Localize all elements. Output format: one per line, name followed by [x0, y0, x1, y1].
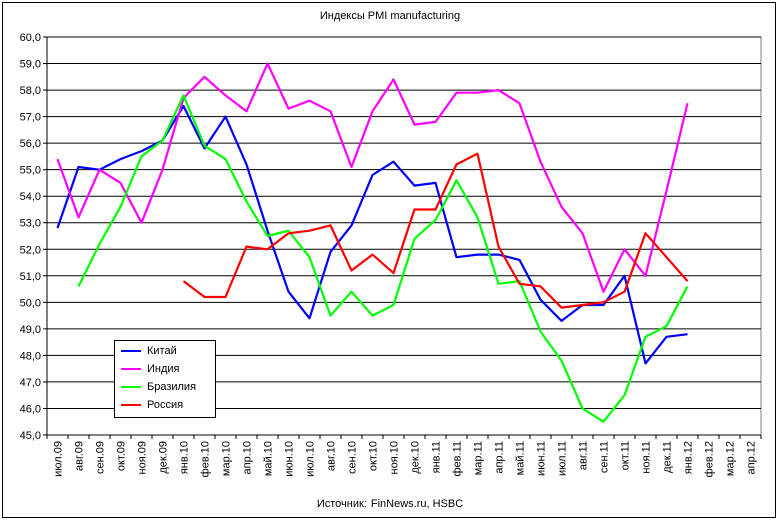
x-tick-label: апр.12 [746, 441, 758, 474]
x-tick-label: май.11 [515, 441, 527, 475]
x-tick-label: ноя.10 [389, 441, 401, 474]
y-tick-label: 48,0 [20, 350, 41, 362]
x-tick-label: июн.10 [284, 441, 296, 477]
x-tick-label: дек.11 [662, 441, 674, 473]
legend-label: Китай [147, 345, 177, 357]
y-tick-label: 59,0 [20, 59, 41, 71]
series-russia-line [182, 152, 689, 309]
x-tick-label: янв.12 [683, 441, 695, 474]
y-tick-label: 50,0 [20, 297, 41, 309]
legend-swatch [121, 350, 141, 353]
y-tick-label: 54,0 [20, 191, 41, 203]
legend-label: Россия [147, 399, 184, 411]
legend-label: Бразилия [147, 381, 197, 393]
x-tick-label: янв.11 [431, 441, 443, 473]
chart-title: Индексы PMI manufacturing [319, 10, 461, 22]
x-tick-label: авг.11 [578, 441, 590, 470]
chart-source: Источник: FinNews.ru, HSBC [0, 498, 780, 510]
x-tick-label: апр.10 [242, 441, 254, 474]
x-tick-label: окт.10 [368, 441, 380, 471]
x-tick-label: янв.10 [179, 441, 191, 474]
y-tick-label: 57,0 [20, 112, 41, 124]
x-tick-label: сен.11 [599, 441, 611, 473]
x-tick-label: ноя.09 [137, 441, 149, 474]
series-india-line [56, 62, 689, 293]
y-tick-label: 52,0 [20, 244, 41, 256]
x-tick-label: дек.10 [410, 441, 422, 474]
x-tick-label: апр.11 [494, 441, 506, 474]
x-tick-label: ноя.11 [641, 441, 653, 474]
x-tick-label: июл.10 [305, 441, 317, 477]
x-tick-label: июл.11 [557, 441, 569, 476]
series-lines [56, 62, 689, 423]
legend-swatch [121, 386, 141, 389]
x-tick-label: окт.09 [116, 441, 128, 471]
legend-label: Индия [147, 363, 180, 375]
x-tick-label: дек.09 [158, 441, 170, 474]
x-tick-label: окт.11 [620, 441, 632, 470]
x-tick-label: фев.10 [200, 441, 212, 477]
source-label: Источник: [316, 498, 367, 510]
y-tick-label: 55,0 [20, 165, 41, 177]
y-tick-label: 53,0 [20, 218, 41, 230]
y-tick-label: 56,0 [20, 138, 41, 150]
x-tick-label: мар.11 [473, 441, 485, 475]
x-tick-label: сен.10 [347, 441, 359, 474]
x-tick-label: фев.11 [452, 441, 464, 477]
x-axis: июл.09 авг.09 сен.09 окт.09 ноя.09 дек.09 янв.… [46, 434, 762, 477]
x-tick-label: авг.10 [326, 441, 338, 471]
legend-item-brazil: Бразилия [121, 379, 196, 395]
y-tick-label: 47,0 [20, 377, 41, 389]
x-tick-label: авг.09 [74, 441, 86, 471]
y-axis: 45,0 46,0 47,0 48,0 49,0 50,0 51,0 52,0 53,0 54,0… [20, 32, 48, 442]
y-tick-label: 49,0 [20, 324, 41, 336]
x-tick-label: фев.12 [704, 441, 716, 477]
series-brazil-line [77, 94, 689, 423]
legend-swatch [121, 404, 141, 407]
x-tick-label: июн.11 [536, 441, 548, 476]
y-tick-label: 45,0 [20, 430, 41, 442]
source-value: FinNews.ru, HSBC [370, 498, 464, 510]
y-tick-label: 60,0 [20, 32, 41, 44]
legend-item-india: Индия [121, 361, 180, 377]
x-tick-label: мар.10 [221, 441, 233, 476]
y-tick-label: 46,0 [20, 403, 41, 415]
x-tick-label: мар.12 [725, 441, 737, 476]
legend-swatch [121, 368, 141, 371]
legend-item-russia: Россия [121, 397, 183, 413]
y-tick-label: 58,0 [20, 85, 41, 97]
legend-item-china: Китай [121, 343, 177, 359]
x-tick-label: сен.09 [95, 441, 107, 474]
y-tick-label: 51,0 [20, 271, 41, 283]
x-tick-label: май.10 [263, 441, 275, 476]
legend: Китай Индия Бразилия Россия [114, 340, 216, 418]
x-tick-label: июл.09 [53, 441, 65, 477]
